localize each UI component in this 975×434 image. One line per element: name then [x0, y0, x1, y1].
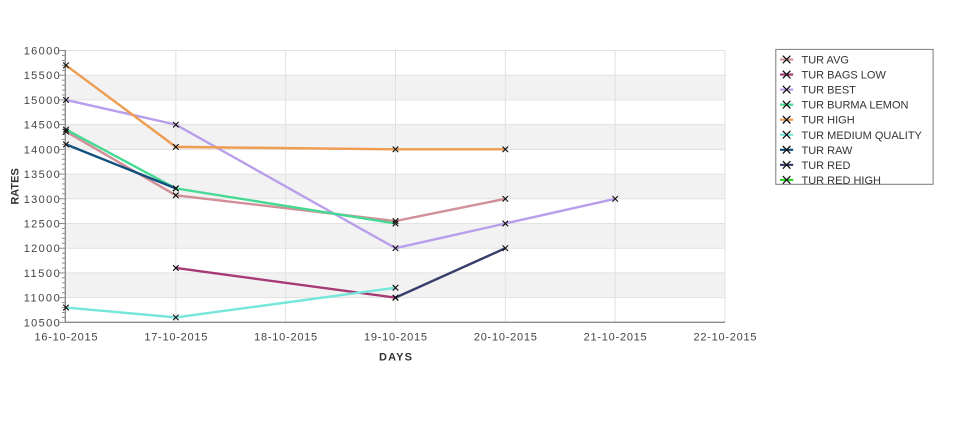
svg-text:19-10-2015: 19-10-2015 [364, 332, 427, 344]
svg-text:TUR RAW: TUR RAW [802, 145, 854, 157]
svg-text:TUR HIGH: TUR HIGH [802, 115, 855, 127]
svg-text:DAYS: DAYS [379, 352, 412, 364]
svg-text:17-10-2015: 17-10-2015 [144, 332, 207, 344]
svg-text:TUR RED HIGH: TUR RED HIGH [802, 175, 882, 187]
svg-text:14500: 14500 [24, 120, 60, 132]
svg-text:15000: 15000 [24, 95, 60, 107]
svg-text:TUR BURMA LEMON: TUR BURMA LEMON [802, 100, 909, 112]
svg-text:13500: 13500 [24, 169, 60, 181]
svg-text:12500: 12500 [24, 219, 60, 231]
svg-text:15500: 15500 [24, 70, 60, 82]
svg-text:18-10-2015: 18-10-2015 [254, 332, 317, 344]
svg-text:11000: 11000 [24, 293, 60, 305]
svg-text:10500: 10500 [24, 317, 60, 329]
svg-text:16-10-2015: 16-10-2015 [35, 332, 98, 344]
svg-text:TUR MEDIUM QUALITY: TUR MEDIUM QUALITY [802, 130, 923, 142]
svg-text:TUR BAGS LOW: TUR BAGS LOW [802, 70, 887, 82]
svg-text:TUR RED: TUR RED [802, 160, 851, 172]
svg-text:21-10-2015: 21-10-2015 [584, 332, 647, 344]
svg-text:22-10-2015: 22-10-2015 [694, 332, 757, 344]
svg-text:20-10-2015: 20-10-2015 [474, 332, 537, 344]
svg-text:RATES: RATES [9, 168, 21, 205]
svg-text:TUR BEST: TUR BEST [802, 85, 857, 97]
svg-text:14000: 14000 [24, 144, 60, 156]
svg-text:16000: 16000 [24, 46, 60, 58]
svg-text:TUR AVG: TUR AVG [802, 55, 849, 67]
svg-text:11500: 11500 [24, 268, 60, 280]
svg-text:12000: 12000 [24, 243, 60, 255]
svg-text:13000: 13000 [24, 194, 60, 206]
